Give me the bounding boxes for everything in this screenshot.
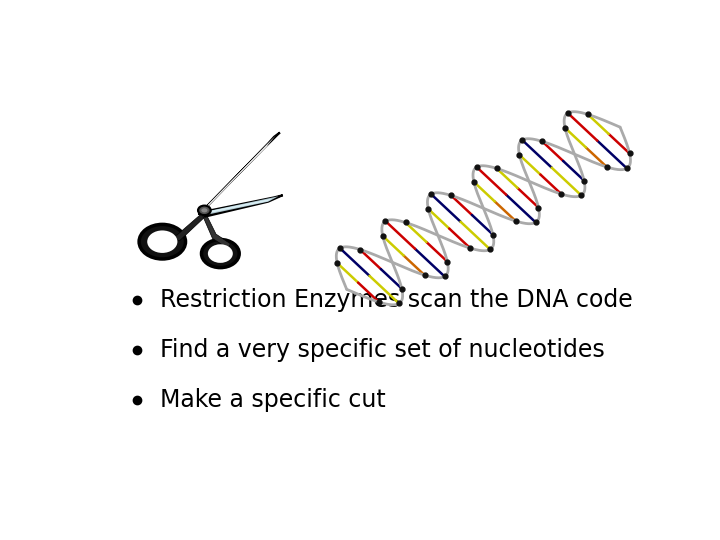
Circle shape [147, 231, 177, 253]
Circle shape [201, 207, 208, 213]
Polygon shape [203, 136, 276, 212]
Polygon shape [204, 195, 283, 217]
Text: Find a very specific set of nucleotides: Find a very specific set of nucleotides [160, 338, 605, 362]
Polygon shape [205, 196, 279, 215]
Polygon shape [203, 209, 230, 248]
Polygon shape [204, 143, 269, 210]
Polygon shape [206, 198, 273, 214]
Text: Restriction Enzymes scan the DNA code: Restriction Enzymes scan the DNA code [160, 288, 632, 312]
Polygon shape [165, 208, 207, 241]
Circle shape [208, 244, 233, 263]
Circle shape [198, 206, 211, 215]
Polygon shape [199, 132, 280, 215]
Circle shape [139, 225, 186, 259]
Text: Make a specific cut: Make a specific cut [160, 388, 385, 411]
Circle shape [202, 240, 239, 268]
